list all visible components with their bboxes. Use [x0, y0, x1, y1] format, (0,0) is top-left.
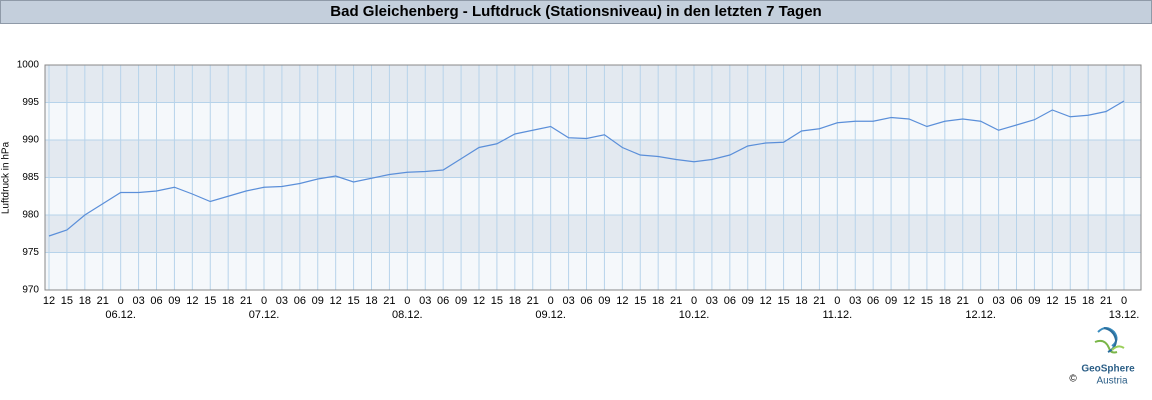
- x-tick-label: 03: [849, 295, 861, 307]
- x-tick-label: 06: [580, 295, 592, 307]
- plot-border: [44, 64, 1142, 291]
- x-tick-label: 12: [760, 295, 772, 307]
- x-tick-label: 0: [834, 295, 840, 307]
- y-tick-label: 975: [22, 247, 39, 258]
- x-tick-label: 03: [562, 295, 574, 307]
- x-tick-label: 15: [347, 295, 359, 307]
- x-tick-label: 06: [294, 295, 306, 307]
- x-tick-label: 06: [437, 295, 449, 307]
- x-tick-label: 15: [634, 295, 646, 307]
- x-tick-label: 18: [1082, 295, 1094, 307]
- x-tick-label: 09: [168, 295, 180, 307]
- x-tick-label: 21: [670, 295, 682, 307]
- x-tick-label: 21: [1100, 295, 1112, 307]
- band: [45, 65, 1141, 103]
- logo-icon: [1094, 327, 1125, 354]
- x-tick-label: 18: [509, 295, 521, 307]
- chart-title: Bad Gleichenberg - Luftdruck (Stationsni…: [0, 0, 1152, 24]
- x-tick-label: 21: [383, 295, 395, 307]
- date-label: 12.12.: [965, 309, 996, 321]
- x-tick-label: 12: [186, 295, 198, 307]
- date-label: 06.12.: [105, 309, 136, 321]
- x-tick-label: 21: [240, 295, 252, 307]
- x-tick-label: 18: [365, 295, 377, 307]
- x-tick-label: 0: [261, 295, 267, 307]
- x-tick-label: 0: [404, 295, 410, 307]
- y-axis-label: Luftdruck in hPa: [1, 141, 12, 214]
- x-tick-label: 12: [43, 295, 55, 307]
- x-tick-label: 12: [616, 295, 628, 307]
- logo-name: GeoSphere: [1081, 364, 1135, 375]
- y-tick-label: 970: [22, 285, 39, 296]
- x-tick-label: 15: [204, 295, 216, 307]
- x-tick-label: 18: [79, 295, 91, 307]
- x-tick-label: 18: [939, 295, 951, 307]
- copyright: ©: [1069, 374, 1077, 385]
- band: [45, 215, 1141, 253]
- x-tick-label: 21: [97, 295, 109, 307]
- x-tick-label: 0: [691, 295, 697, 307]
- x-tick-label: 18: [795, 295, 807, 307]
- x-tick-label: 15: [777, 295, 789, 307]
- x-tick-label: 0: [548, 295, 554, 307]
- x-tick-label: 21: [527, 295, 539, 307]
- x-tick-label: 06: [867, 295, 879, 307]
- x-tick-label: 03: [706, 295, 718, 307]
- x-tick-label: 09: [1028, 295, 1040, 307]
- x-tick-label: 06: [724, 295, 736, 307]
- y-tick-label: 995: [22, 97, 39, 108]
- x-tick-label: 06: [150, 295, 162, 307]
- x-tick-label: 09: [455, 295, 467, 307]
- y-tick-label: 990: [22, 135, 39, 146]
- x-tick-label: 0: [1121, 295, 1127, 307]
- x-tick-label: 09: [312, 295, 324, 307]
- x-tick-label: 09: [598, 295, 610, 307]
- x-tick-label: 12: [1046, 295, 1058, 307]
- date-label: 07.12.: [249, 309, 280, 321]
- x-tick-label: 15: [1064, 295, 1076, 307]
- date-label: 08.12.: [392, 309, 423, 321]
- x-tick-label: 03: [419, 295, 431, 307]
- x-tick-label: 12: [330, 295, 342, 307]
- x-tick-label: 15: [491, 295, 503, 307]
- x-tick-label: 0: [978, 295, 984, 307]
- date-label: 13.12.: [1109, 309, 1140, 321]
- x-tick-label: 18: [222, 295, 234, 307]
- x-tick-label: 03: [276, 295, 288, 307]
- date-label: 09.12.: [535, 309, 566, 321]
- x-tick-label: 0: [118, 295, 124, 307]
- date-label: 11.12.: [822, 309, 852, 321]
- x-tick-label: 03: [992, 295, 1004, 307]
- x-tick-label: 15: [61, 295, 73, 307]
- pressure-line: [48, 100, 1125, 237]
- band: [45, 140, 1141, 178]
- x-tick-label: 09: [742, 295, 754, 307]
- x-tick-label: 15: [921, 295, 933, 307]
- x-tick-label: 21: [813, 295, 825, 307]
- x-tick-label: 09: [885, 295, 897, 307]
- x-tick-label: 03: [132, 295, 144, 307]
- x-tick-label: 12: [903, 295, 915, 307]
- y-tick-label: 985: [22, 172, 39, 183]
- logo-sub: Austria: [1096, 376, 1128, 387]
- x-tick-label: 21: [957, 295, 969, 307]
- x-tick-label: 12: [473, 295, 485, 307]
- y-tick-label: 980: [22, 210, 39, 221]
- x-tick-label: 06: [1010, 295, 1022, 307]
- y-tick-label: 1000: [17, 60, 40, 71]
- date-label: 10.12.: [679, 309, 710, 321]
- x-tick-label: 18: [652, 295, 664, 307]
